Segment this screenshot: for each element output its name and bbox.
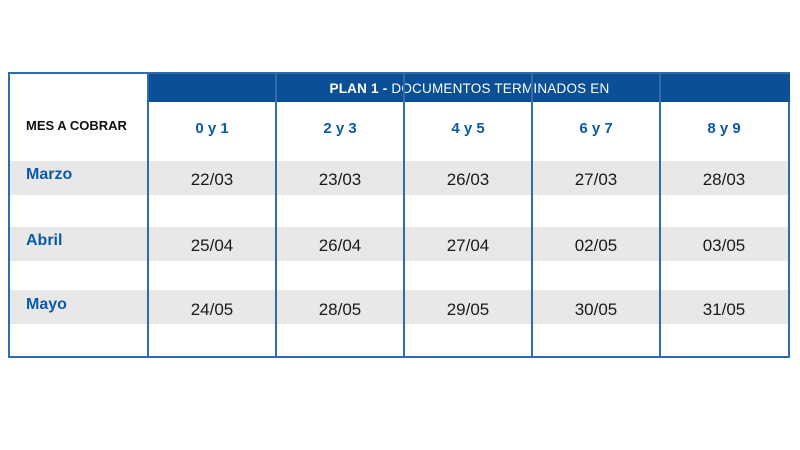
- plan-header: PLAN 1 - DOCUMENTOS TERMINADOS EN: [149, 74, 790, 102]
- column-divider: [147, 74, 149, 356]
- date-cell: 29/05: [446, 300, 490, 319]
- column-header: 8 y 9: [707, 120, 741, 137]
- column-divider: [403, 74, 405, 356]
- date-cell: 27/03: [574, 170, 618, 189]
- row-band-mayo: [10, 290, 788, 324]
- plan-title-strong: PLAN 1 -: [329, 80, 388, 96]
- date-cell: 28/03: [702, 170, 746, 189]
- date-cell: 22/03: [190, 170, 234, 189]
- plan-title-rest: DOCUMENTOS TERMINADOS EN: [391, 80, 610, 96]
- month-label: Marzo: [26, 166, 73, 183]
- row-band-marzo: [10, 161, 788, 195]
- row-band-abril: [10, 227, 788, 261]
- date-cell: 02/05: [574, 236, 618, 255]
- date-cell: 03/05: [702, 236, 746, 255]
- date-cell: 26/03: [446, 170, 490, 189]
- date-cell: 31/05: [702, 300, 746, 319]
- column-header: 4 y 5: [451, 120, 485, 137]
- column-divider: [659, 74, 661, 356]
- column-divider: [275, 74, 277, 356]
- month-label: Mayo: [26, 296, 67, 313]
- date-cell: 24/05: [190, 300, 234, 319]
- row-header-label: MES A COBRAR: [26, 118, 127, 133]
- column-header: 2 y 3: [323, 120, 357, 137]
- date-cell: 27/04: [446, 236, 490, 255]
- date-cell: 30/05: [574, 300, 618, 319]
- column-divider: [531, 74, 533, 356]
- month-label: Abril: [26, 232, 63, 249]
- date-cell: 25/04: [190, 236, 234, 255]
- date-cell: 23/03: [318, 170, 362, 189]
- payment-schedule-table: PLAN 1 - DOCUMENTOS TERMINADOS EN MES A …: [8, 72, 790, 358]
- date-cell: 26/04: [318, 236, 362, 255]
- date-cell: 28/05: [318, 300, 362, 319]
- column-header: 0 y 1: [195, 120, 229, 137]
- column-header: 6 y 7: [579, 120, 613, 137]
